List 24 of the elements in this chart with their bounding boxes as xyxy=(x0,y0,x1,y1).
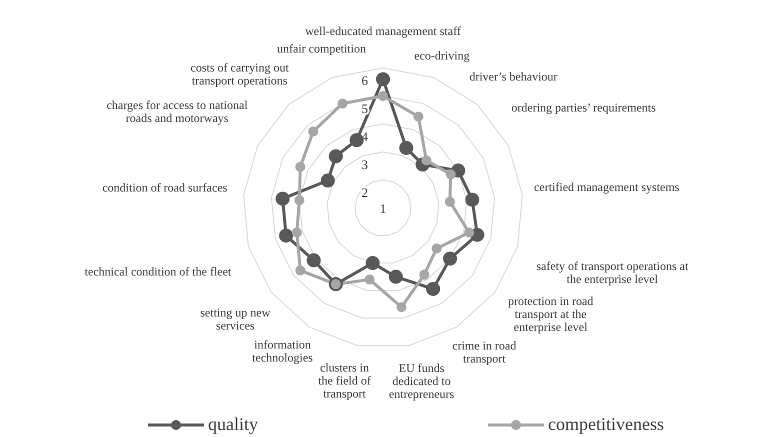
spoke-label: well-educated management staff xyxy=(305,24,461,38)
spoke-label: ordering parties’ requirements xyxy=(511,100,656,115)
spoke-label: unfair competition xyxy=(277,42,366,56)
legend-label: competitiveness xyxy=(548,414,664,435)
spoke-label: certified management systems xyxy=(534,180,680,194)
spoke-label: safety of transport operations at the enterprise level xyxy=(536,259,689,286)
spoke-label: information technologies xyxy=(252,337,314,364)
spoke-label: driver’s behaviour xyxy=(469,69,558,84)
spoke-label: eco-driving xyxy=(414,48,470,62)
y-tick-label: 3 xyxy=(362,157,368,172)
spoke-label: condition of road surfaces xyxy=(102,180,228,194)
spoke-label: technical condition of the fleet xyxy=(84,264,232,279)
spoke-label: protection in road transport at the enterprise level xyxy=(508,294,594,334)
spoke-label: EU funds dedicated to entrepreneurs xyxy=(388,361,455,402)
y-tick-label: 6 xyxy=(362,73,368,88)
spoke-label: charges for access to national roads and motorways xyxy=(106,98,248,126)
spoke-label: costs of carrying out transport operations xyxy=(190,60,290,88)
y-tick-label: 1 xyxy=(380,201,386,216)
spoke-label: crime in road transport xyxy=(452,338,516,366)
y-tick-label: 2 xyxy=(362,185,368,200)
spoke-label: setting up new services xyxy=(200,306,271,333)
spoke-label: clusters in the field of transport xyxy=(318,360,371,401)
y-tick-label: 5 xyxy=(362,101,368,116)
legend-label: quality xyxy=(208,414,258,435)
